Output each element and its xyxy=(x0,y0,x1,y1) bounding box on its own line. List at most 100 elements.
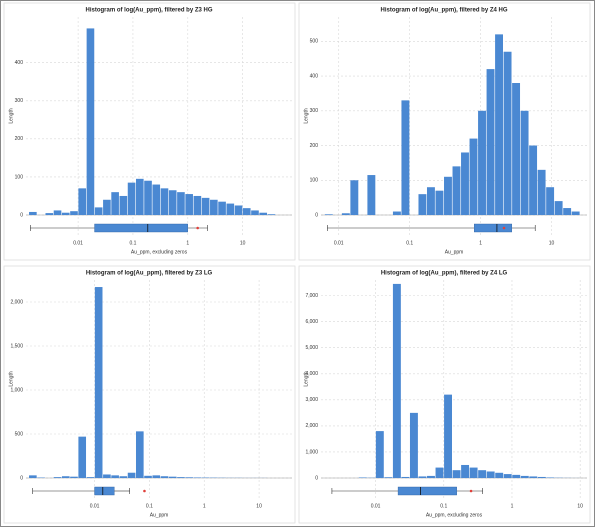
x-axis-label: Au_ppm xyxy=(445,249,464,255)
bar xyxy=(444,176,452,215)
y-tick-label: 7,000 xyxy=(305,293,318,299)
bar xyxy=(435,467,444,478)
bar xyxy=(119,476,128,478)
bar xyxy=(418,476,427,478)
panel-frame xyxy=(298,2,591,261)
y-axis-label: Length xyxy=(303,108,309,124)
mean-marker xyxy=(143,489,146,493)
bar xyxy=(127,472,136,478)
x-tick-label: 1 xyxy=(479,240,482,246)
bar xyxy=(520,110,529,215)
bar xyxy=(478,110,486,215)
mean-marker xyxy=(196,226,199,230)
x-tick-label: 10 xyxy=(577,503,583,509)
bar xyxy=(144,180,152,215)
x-tick-label: 10 xyxy=(256,503,262,509)
bar xyxy=(392,211,401,215)
y-tick-label: 0 xyxy=(20,475,23,481)
bar xyxy=(537,476,546,478)
bar xyxy=(29,211,37,215)
bar xyxy=(478,470,487,478)
bar xyxy=(444,394,452,478)
y-axis-label: Length xyxy=(303,371,309,387)
bar xyxy=(168,190,177,215)
box xyxy=(397,486,457,496)
bar xyxy=(111,192,119,215)
bar xyxy=(418,194,427,215)
bar xyxy=(495,34,503,215)
bar xyxy=(168,476,177,478)
bar xyxy=(185,477,193,478)
bar xyxy=(267,214,276,215)
chart-title: Histogram of log(Au_ppm), filtered by Z3… xyxy=(85,8,212,14)
bar xyxy=(70,476,78,478)
bar xyxy=(554,201,563,215)
bar xyxy=(452,470,461,478)
x-tick-label: 1 xyxy=(511,503,514,509)
bar xyxy=(160,476,169,478)
x-tick-label: 1 xyxy=(186,240,189,246)
bar xyxy=(350,180,359,215)
bar xyxy=(259,212,268,215)
y-tick-label: 3,000 xyxy=(305,397,318,403)
bar xyxy=(53,210,62,215)
bar xyxy=(392,283,401,478)
y-axis-label: Length xyxy=(8,108,14,124)
bar xyxy=(529,476,538,478)
y-tick-label: 200 xyxy=(15,136,24,142)
bar xyxy=(563,208,572,215)
bar xyxy=(571,211,580,215)
bar xyxy=(70,211,78,215)
y-axis-label: Length xyxy=(8,371,14,387)
bar xyxy=(324,214,333,215)
x-tick-label: 1 xyxy=(203,503,206,509)
x-tick-label: 0.01 xyxy=(371,503,381,509)
x-tick-label: 0.1 xyxy=(146,503,153,509)
bar xyxy=(111,475,119,478)
y-tick-label: 500 xyxy=(15,431,24,437)
bar xyxy=(103,199,111,215)
bar xyxy=(45,213,54,215)
bar xyxy=(546,477,555,478)
bar xyxy=(503,474,512,478)
x-tick-label: 0.01 xyxy=(334,240,344,246)
bar xyxy=(512,83,521,215)
x-tick-label: 0.1 xyxy=(406,240,413,246)
bar xyxy=(193,195,202,215)
bar xyxy=(119,195,128,215)
mean-marker xyxy=(502,226,506,230)
panel-frame xyxy=(3,2,296,261)
y-tick-label: 1,000 xyxy=(305,449,318,455)
y-tick-label: 100 xyxy=(15,174,24,180)
bar xyxy=(94,207,103,215)
bar xyxy=(452,166,461,215)
bar xyxy=(358,477,367,478)
chart-title: Histogram of log(Au_ppm), filtered by Z4… xyxy=(381,271,508,277)
y-tick-label: 300 xyxy=(15,98,24,104)
bar xyxy=(546,187,555,215)
bar xyxy=(512,474,521,478)
bar xyxy=(367,175,376,215)
bar xyxy=(375,431,384,478)
bar xyxy=(78,188,87,215)
bar xyxy=(78,436,87,478)
bar xyxy=(201,197,210,215)
bar xyxy=(384,477,393,478)
bar xyxy=(53,477,62,478)
bar xyxy=(226,203,235,215)
bar xyxy=(427,475,435,478)
bar xyxy=(210,199,218,215)
x-tick-label: 0.01 xyxy=(73,240,83,246)
bar xyxy=(218,201,226,215)
bar xyxy=(495,472,504,478)
bar xyxy=(409,412,418,478)
bar xyxy=(520,475,529,478)
y-tick-label: 2,000 xyxy=(10,299,23,305)
bar xyxy=(61,212,70,215)
bar xyxy=(341,213,350,215)
bar xyxy=(86,28,95,215)
y-tick-label: 2,000 xyxy=(305,423,318,429)
x-tick-label: 0.01 xyxy=(90,503,100,509)
bar xyxy=(486,69,495,216)
bar xyxy=(242,208,251,215)
